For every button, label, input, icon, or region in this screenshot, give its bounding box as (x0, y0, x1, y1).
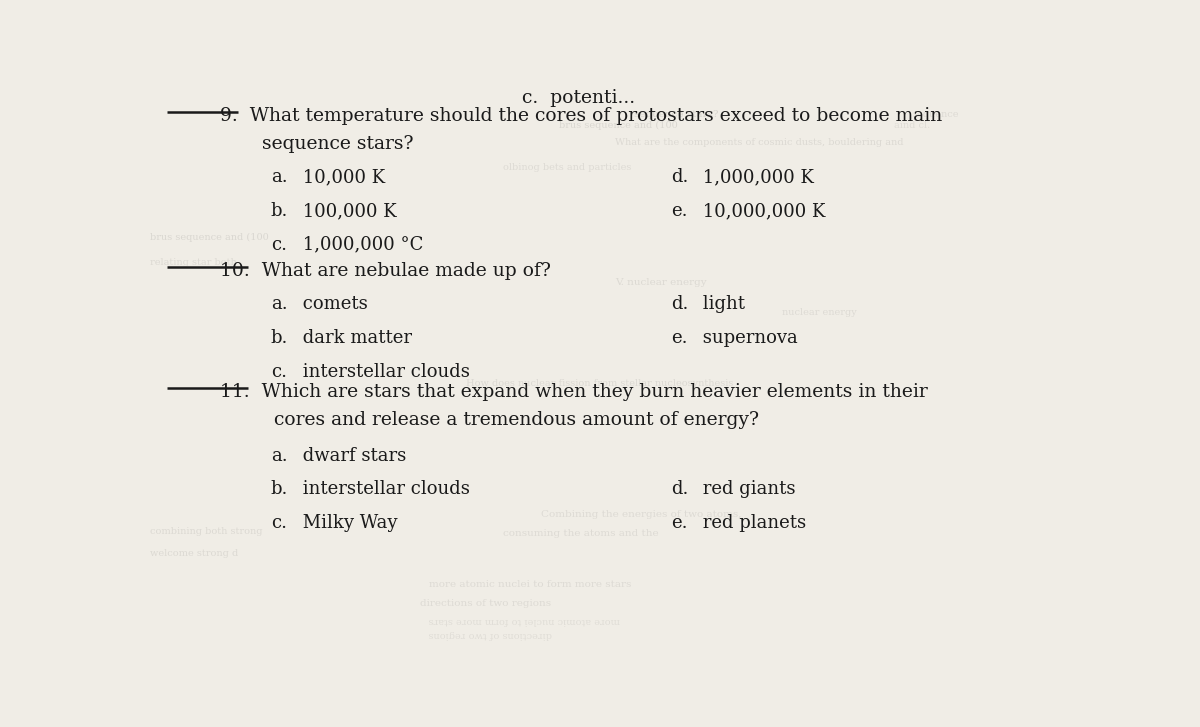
Text: red planets: red planets (697, 514, 806, 531)
Text: e.: e. (671, 329, 688, 347)
Text: V. nuclear energy: V. nuclear energy (616, 278, 707, 286)
Text: e.: e. (671, 514, 688, 531)
Text: dark matter: dark matter (296, 329, 412, 347)
Text: consuming the atoms and the: consuming the atoms and the (504, 529, 659, 539)
Text: d.: d. (671, 295, 688, 313)
Text: directions of two regions: directions of two regions (420, 600, 551, 608)
Text: a.: a. (271, 169, 288, 186)
Text: 10,000 K: 10,000 K (296, 169, 385, 186)
Text: e.: e. (671, 202, 688, 220)
Text: Milky Way: Milky Way (296, 514, 397, 531)
Text: b.: b. (271, 481, 288, 498)
Text: comets: comets (296, 295, 367, 313)
Text: What are the components of cosmic dusts, bouldering and: What are the components of cosmic dusts,… (616, 137, 904, 147)
Text: 11.  Which are stars that expand when they burn heavier elements in their: 11. Which are stars that expand when the… (220, 383, 928, 401)
Text: welcome strong d: welcome strong d (150, 549, 239, 558)
Text: sequence: sequence (912, 110, 959, 119)
Text: nuclear energy: nuclear energy (782, 308, 857, 318)
Text: supernova: supernova (697, 329, 798, 347)
Text: c.: c. (271, 363, 287, 381)
Text: more atomic nuclei to form more stars: more atomic nuclei to form more stars (430, 616, 620, 625)
Text: 9.  What temperature should the cores of protostars exceed to become main: 9. What temperature should the cores of … (220, 107, 942, 125)
Text: interstellar clouds: interstellar clouds (296, 363, 470, 381)
Text: interstellar clouds: interstellar clouds (296, 481, 470, 498)
Text: combining both strong: combining both strong (150, 526, 263, 536)
Text: b.: b. (271, 202, 288, 220)
Text: dwarf stars: dwarf stars (296, 446, 406, 465)
Text: c.: c. (271, 236, 287, 254)
Text: aind cl.: aind cl. (894, 121, 930, 130)
Text: brus sequence and (100: brus sequence and (100 (150, 233, 269, 242)
Text: 100,000 K: 100,000 K (296, 202, 396, 220)
Text: Combining the energies of two atoms,: Combining the energies of two atoms, (540, 510, 742, 519)
Text: b.: b. (271, 329, 288, 347)
Text: 10,000,000 K: 10,000,000 K (697, 202, 826, 220)
Text: a.: a. (271, 295, 288, 313)
Text: sequence stars?: sequence stars? (239, 134, 414, 153)
Text: 10.  What are nebulae made up of?: 10. What are nebulae made up of? (220, 262, 551, 280)
Text: directions of two regions: directions of two regions (430, 630, 552, 639)
Text: relating star both: relating star both (150, 258, 236, 267)
Text: sequence stars?: sequence stars? (634, 110, 718, 119)
Text: cores and release a tremendous amount of energy?: cores and release a tremendous amount of… (239, 411, 760, 429)
Text: brus sequence and (100: brus sequence and (100 (559, 121, 678, 130)
Text: c.: c. (271, 514, 287, 531)
Text: How does nuclear fission from stellar nucleosynthesis: How does nuclear fission from stellar nu… (467, 379, 733, 388)
Text: 1,000,000 K: 1,000,000 K (697, 169, 814, 186)
Text: olbinog bets and particles: olbinog bets and particles (504, 163, 631, 172)
Text: a.: a. (271, 446, 288, 465)
Text: 1,000,000 °C: 1,000,000 °C (296, 236, 424, 254)
Text: d.: d. (671, 169, 688, 186)
Text: light: light (697, 295, 745, 313)
Text: red giants: red giants (697, 481, 796, 498)
Text: more atomic nuclei to form more stars: more atomic nuclei to form more stars (430, 580, 631, 589)
Text: d.: d. (671, 481, 688, 498)
Text: c.  potenti...: c. potenti... (522, 89, 635, 107)
